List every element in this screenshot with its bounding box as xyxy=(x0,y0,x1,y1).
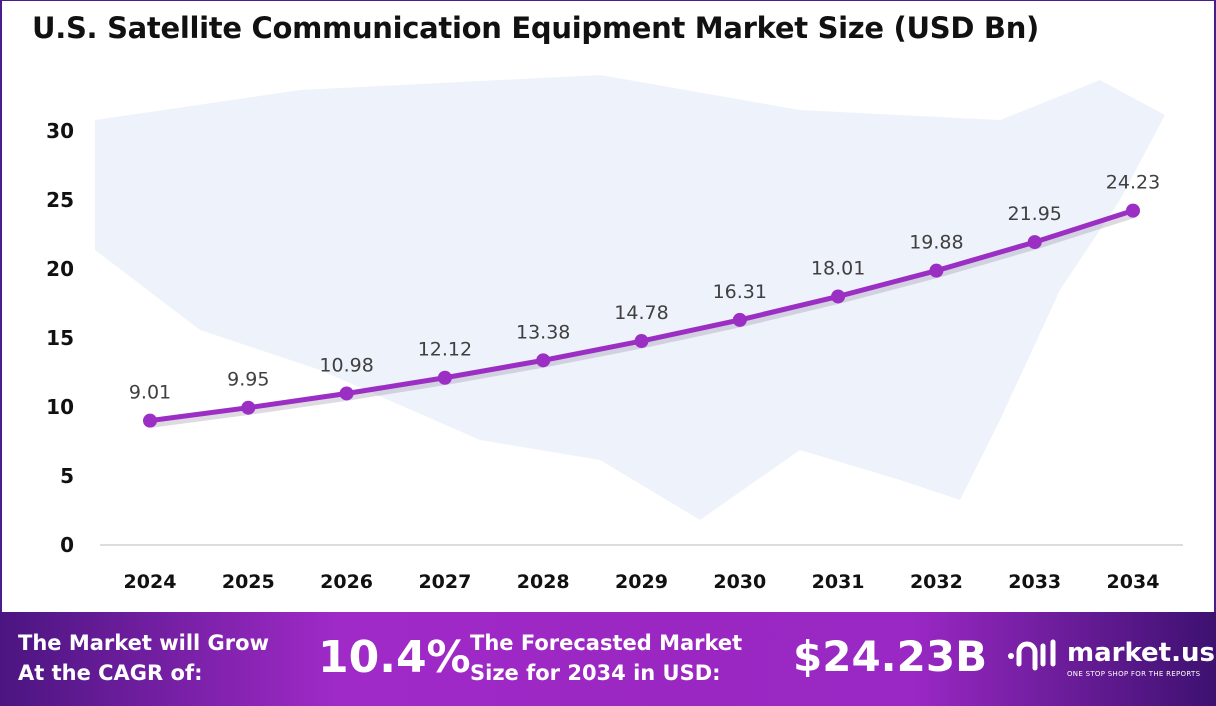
cagr-label-line-1: The Market will Grow xyxy=(18,631,269,655)
x-tick-label: 2034 xyxy=(1107,571,1160,593)
data-point xyxy=(831,289,846,304)
x-tick-label: 2027 xyxy=(418,571,471,593)
x-tick-label: 2032 xyxy=(910,571,963,593)
y-tick-label: 15 xyxy=(46,326,74,350)
x-tick-label: 2033 xyxy=(1008,571,1061,593)
data-point xyxy=(1126,203,1140,218)
cagr-label-line-2: At the CAGR of: xyxy=(18,661,203,685)
x-tick-label: 2031 xyxy=(812,571,865,593)
cagr-label: The Market will Grow At the CAGR of: xyxy=(18,628,269,688)
logo-name: market.us xyxy=(1067,638,1215,668)
data-point xyxy=(339,386,354,401)
x-tick-label: 2029 xyxy=(615,571,668,593)
data-label: 9.95 xyxy=(227,369,269,391)
data-label: 9.01 xyxy=(129,382,171,404)
cagr-value: 10.4% xyxy=(318,632,471,683)
logo-tagline: ONE STOP SHOP FOR THE REPORTS xyxy=(1067,670,1201,678)
forecast-label: The Forecasted Market Size for 2034 in U… xyxy=(470,628,742,688)
map-background xyxy=(95,75,1165,520)
data-label: 16.31 xyxy=(713,281,767,303)
logo-mark-icon xyxy=(1008,639,1056,671)
forecast-value: $24.23B xyxy=(793,632,988,681)
x-tick-label: 2026 xyxy=(320,571,373,593)
x-tick-label: 2025 xyxy=(222,571,275,593)
data-label: 13.38 xyxy=(516,321,570,343)
y-tick-label: 5 xyxy=(60,464,74,488)
data-point xyxy=(1027,235,1042,250)
footer-banner: The Market will Grow At the CAGR of: 10.… xyxy=(0,612,1216,706)
y-tick-label: 0 xyxy=(60,533,74,557)
data-point xyxy=(143,413,157,428)
data-label: 21.95 xyxy=(1007,203,1061,225)
y-tick-label: 20 xyxy=(46,257,74,281)
forecast-label-line-2: Size for 2034 in USD: xyxy=(470,661,721,685)
data-point xyxy=(634,334,649,349)
y-tick-label: 10 xyxy=(46,395,74,419)
x-tick-label: 2028 xyxy=(517,571,570,593)
x-tick-label: 2030 xyxy=(713,571,766,593)
data-point xyxy=(536,353,551,368)
data-point xyxy=(929,263,944,278)
data-point xyxy=(437,370,452,385)
data-label: 24.23 xyxy=(1106,172,1160,194)
data-label: 18.01 xyxy=(811,257,865,279)
data-label: 10.98 xyxy=(319,354,373,376)
y-tick-label: 30 xyxy=(46,119,74,143)
data-point xyxy=(732,312,747,327)
data-label: 19.88 xyxy=(909,232,963,254)
data-point xyxy=(241,400,256,415)
data-label: 14.78 xyxy=(614,302,668,324)
x-tick-label: 2024 xyxy=(124,571,177,593)
y-tick-label: 25 xyxy=(46,188,74,212)
chart-title: U.S. Satellite Communication Equipment M… xyxy=(32,11,1040,45)
data-label: 12.12 xyxy=(418,339,472,361)
forecast-label-line-1: The Forecasted Market xyxy=(470,631,743,655)
